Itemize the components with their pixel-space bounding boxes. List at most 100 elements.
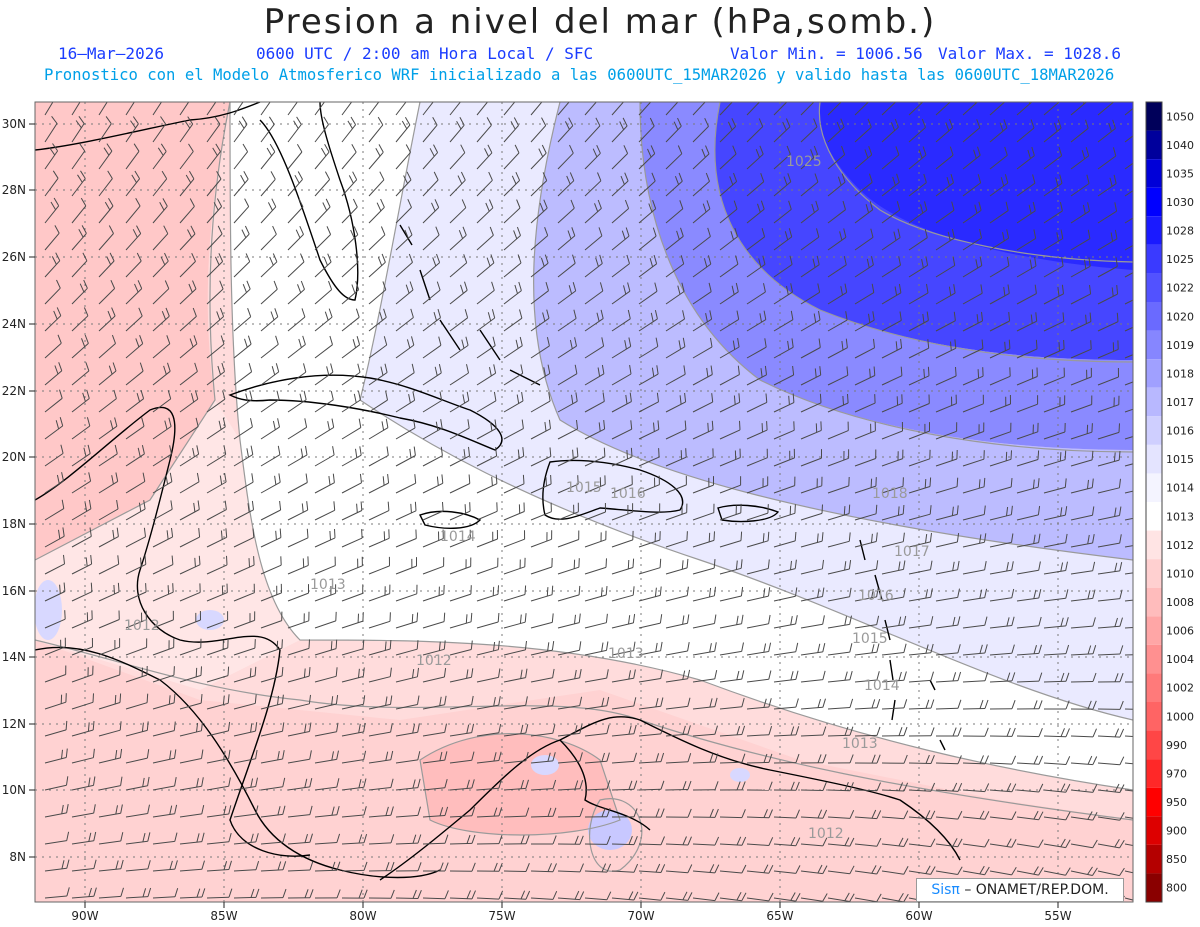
wind-barb xyxy=(503,400,524,413)
wind-barb xyxy=(800,596,823,602)
wind-barb xyxy=(908,870,931,875)
wind-barb-feather xyxy=(1084,259,1087,269)
wind-barb-feather xyxy=(790,892,796,901)
wind-barb-feather xyxy=(552,696,555,706)
wind-barb xyxy=(422,787,445,791)
wind-barb xyxy=(98,315,116,332)
wind-barb-feather xyxy=(198,528,201,538)
wind-barb-feather xyxy=(680,227,684,237)
wind-barb xyxy=(854,485,877,494)
wind-barb xyxy=(476,566,498,575)
wind-barb-feather xyxy=(50,201,57,210)
wind-barb xyxy=(611,650,634,656)
colorbar-swatch xyxy=(1146,787,1162,817)
wind-barb-feather xyxy=(516,394,520,404)
wind-barb xyxy=(773,816,797,819)
wind-barb-feather xyxy=(1029,259,1033,269)
wind-barb-feather xyxy=(85,557,88,567)
wind-barb-feather xyxy=(1033,589,1037,599)
wind-barb-feather xyxy=(170,500,173,510)
wind-barb-feather xyxy=(538,148,544,157)
wind-barb xyxy=(935,486,958,494)
colorbar-label: 1002 xyxy=(1166,682,1194,695)
wind-barb xyxy=(98,508,119,521)
wind-barb xyxy=(152,102,163,116)
wind-barb-feather xyxy=(844,837,850,846)
wind-barb-feather xyxy=(732,340,736,350)
wind-barb xyxy=(746,346,767,359)
wind-barb xyxy=(962,102,979,116)
wind-barb-feather xyxy=(682,670,686,680)
wind-barb xyxy=(557,373,578,386)
wind-barb-feather xyxy=(817,754,822,763)
wind-barb xyxy=(233,786,256,791)
wind-barb-feather xyxy=(794,559,797,569)
wind-barb-feather xyxy=(711,393,714,403)
wind-barb xyxy=(638,897,661,901)
wind-barb-feather xyxy=(443,640,446,650)
wind-barb xyxy=(98,102,108,116)
colorbar-label: 1012 xyxy=(1166,539,1194,552)
wind-barb-feather xyxy=(603,420,606,430)
wind-barb xyxy=(1070,127,1089,143)
wind-barb-feather xyxy=(1034,284,1037,294)
wind-barb-feather xyxy=(224,500,227,510)
wind-barb-feather xyxy=(120,804,123,814)
wind-barb-feather xyxy=(444,890,449,899)
wind-barb xyxy=(746,540,769,548)
wind-barb-feather xyxy=(216,170,222,180)
wind-barb-feather xyxy=(627,559,630,570)
wind-barb xyxy=(449,676,472,683)
wind-barb-feather xyxy=(214,256,220,266)
wind-barb-feather xyxy=(214,89,219,96)
wind-barb xyxy=(962,843,985,848)
wind-barb xyxy=(395,565,417,575)
wind-barb-feather xyxy=(269,143,276,153)
wind-barb-feather xyxy=(682,310,685,320)
wind-barb-feather xyxy=(86,417,91,427)
wind-barb xyxy=(179,674,202,683)
wind-barb-feather xyxy=(867,91,871,99)
wind-barb xyxy=(854,897,877,902)
wind-barb xyxy=(557,152,574,170)
wind-barb xyxy=(881,237,901,251)
wind-barb-feather xyxy=(309,889,314,898)
wind-barb-feather xyxy=(253,556,255,566)
wind-barb xyxy=(287,151,303,170)
wind-barb xyxy=(368,703,391,710)
wind-barb xyxy=(1070,183,1090,197)
wind-barb-feather xyxy=(957,671,962,681)
wind-barb-feather xyxy=(438,641,441,651)
wind-barb-feather xyxy=(78,228,84,238)
wind-barb-feather xyxy=(525,779,529,789)
wind-barb xyxy=(1124,299,1133,305)
wind-barb-feather xyxy=(976,314,979,324)
wind-barb-feather xyxy=(574,890,580,900)
wind-barb-feather xyxy=(300,280,305,290)
wind-barb-feather xyxy=(385,391,388,401)
wind-barb xyxy=(314,731,337,737)
wind-barb-feather xyxy=(768,809,773,818)
wind-barb-feather xyxy=(680,255,685,265)
wind-barb-feather xyxy=(248,362,253,372)
colorbar-label: 1028 xyxy=(1166,225,1194,238)
wind-barb xyxy=(773,102,788,116)
wind-barb-feather xyxy=(713,531,715,541)
wind-barb xyxy=(773,734,797,737)
wind-barb-feather xyxy=(525,724,529,734)
wind-barb xyxy=(395,344,415,359)
wind-barb-feather xyxy=(918,149,923,159)
wind-barb-feather xyxy=(146,693,149,703)
wind-barb-feather xyxy=(300,253,305,263)
wind-barb-feather xyxy=(1091,423,1093,433)
wind-barb xyxy=(98,370,117,386)
wind-barb-feather xyxy=(714,781,719,790)
wind-barb-feather xyxy=(679,395,682,405)
wind-barb xyxy=(935,652,958,656)
wind-barb-feather xyxy=(957,560,960,570)
wind-barb-feather xyxy=(704,117,709,127)
wind-barb-feather xyxy=(849,893,855,902)
wind-barb xyxy=(368,151,384,170)
wind-barb xyxy=(800,789,824,791)
wind-barb xyxy=(1097,762,1120,766)
